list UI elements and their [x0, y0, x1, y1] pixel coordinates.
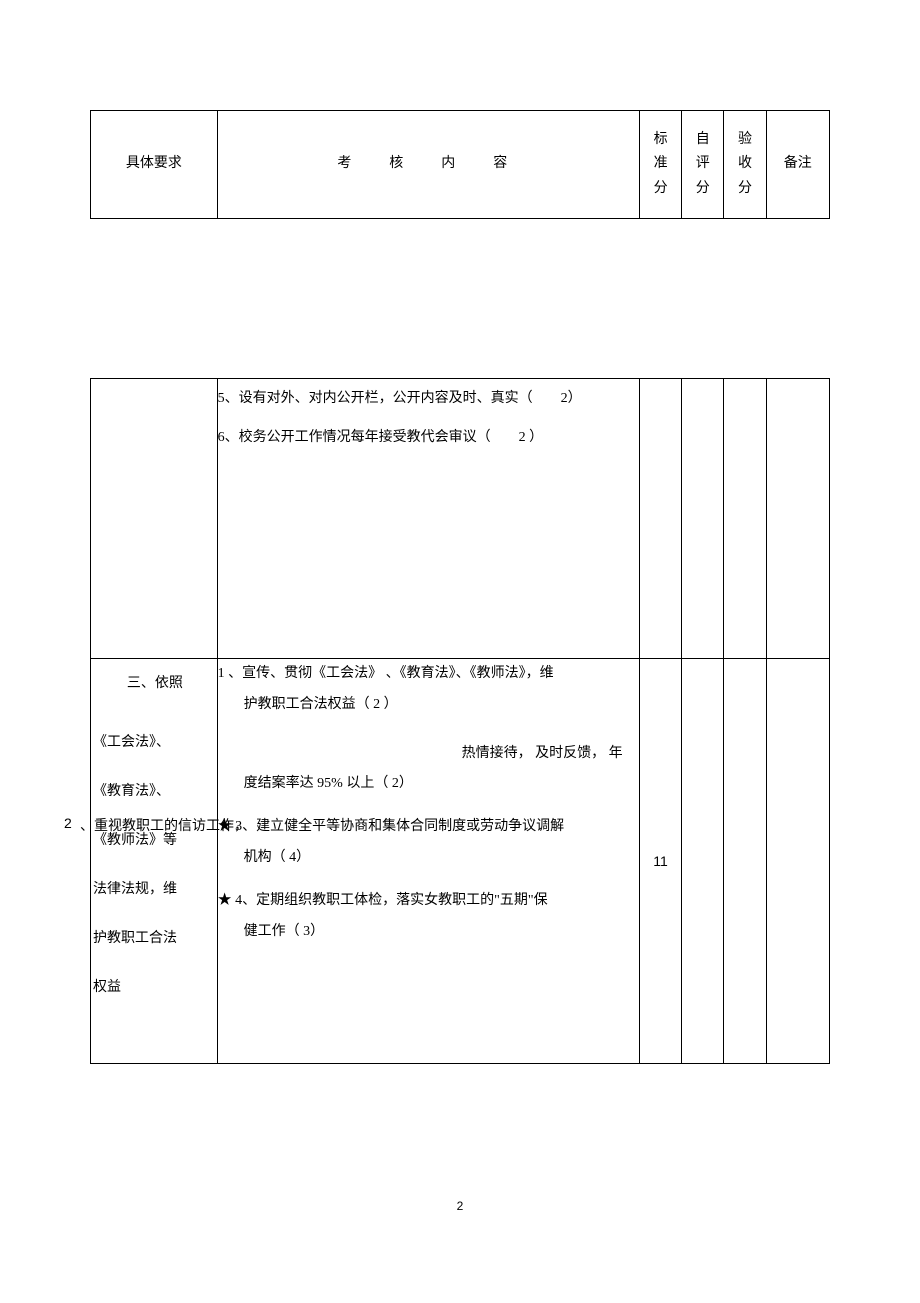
- item-2-line-b: 度结案率达 95% 以上（ 2）: [218, 776, 413, 791]
- req-line1: 《工会法》、: [93, 718, 217, 767]
- row2-accept: [724, 659, 766, 1064]
- header-remark: 备注: [766, 111, 829, 219]
- header-self-char2: 评: [696, 153, 710, 175]
- row1-accept: [724, 379, 766, 659]
- row2-self: [682, 659, 724, 1064]
- item-4-line-b: 健工作（ 3）: [218, 924, 325, 939]
- req-title: 三、依照: [93, 659, 217, 708]
- header-self-char3: 分: [696, 178, 710, 200]
- row1-self: [682, 379, 724, 659]
- header-accept-char1: 验: [738, 129, 752, 151]
- req-line4: 法律法规，维: [93, 865, 217, 914]
- row2-standard: 11: [639, 659, 681, 1064]
- req-line6: 权益: [93, 963, 217, 1012]
- row1-requirement: [91, 379, 218, 659]
- item-1: 1 、宣传、贯彻《工会法》 、《教育法》、《教师法》，维 护教职工合法权益（ 2…: [218, 659, 639, 721]
- header-standard: 标 准 分: [639, 111, 681, 219]
- header-table: 具体要求 考 核 内 容 标 准 分 自 评 分 验 收 分 备注: [90, 110, 830, 219]
- row2-content: 1 、宣传、贯彻《工会法》 、《教育法》、《教师法》，维 护教职工合法权益（ 2…: [217, 659, 639, 1064]
- item-1-line-a: 1 、宣传、贯彻《工会法》 、《教育法》、《教师法》，维: [218, 666, 554, 681]
- row1-standard: [639, 379, 681, 659]
- item-2: 占热情接待， 及时反馈， 年 度结案率达 95% 以上（ 2）: [218, 739, 639, 801]
- header-accept-char3: 分: [738, 178, 752, 200]
- item-3-line-a: ★ 3、建立健全平等协商和集体合同制度或劳动争议调解: [218, 819, 565, 834]
- header-requirement: 具体要求: [91, 111, 218, 219]
- row1-content: 5、设有对外、对内公开栏，公开内容及时、真实（ 2） 6、校务公开工作情况每年接…: [217, 379, 639, 659]
- row2-requirement: 三、依照 《工会法》、 《教育法》、 《教师法》等 法律法规，维 护教职工合法 …: [91, 659, 218, 1064]
- item-3: ★ 3、建立健全平等协商和集体合同制度或劳动争议调解 机构（ 4）: [218, 812, 639, 874]
- item-1-line-b: 护教职工合法权益（ 2 ）: [218, 697, 398, 712]
- table-row-1: 5、设有对外、对内公开栏，公开内容及时、真实（ 2） 6、校务公开工作情况每年接…: [91, 379, 830, 659]
- overlay-text: 、重视教职工的信访工作，: [80, 815, 248, 835]
- header-self: 自 评 分: [682, 111, 724, 219]
- main-table: 5、设有对外、对内公开栏，公开内容及时、真实（ 2） 6、校务公开工作情况每年接…: [90, 378, 830, 1064]
- header-content-label: 考 核 内 容: [337, 156, 519, 171]
- table-row-2: 三、依照 《工会法》、 《教育法》、 《教师法》等 法律法规，维 护教职工合法 …: [91, 659, 830, 1064]
- page-number: 2: [0, 1199, 920, 1213]
- item-6: 6、校务公开工作情况每年接受教代会审议（ 2 ）: [218, 418, 639, 457]
- header-standard-char2: 准: [654, 153, 668, 175]
- req-line2: 《教育法》、: [93, 767, 217, 816]
- item-2-line-a: 热情接待， 及时反馈， 年: [462, 746, 623, 761]
- overlay-number: 2: [64, 815, 72, 831]
- header-accept: 验 收 分: [724, 111, 766, 219]
- row2-remark: [766, 659, 829, 1064]
- item-5: 5、设有对外、对内公开栏，公开内容及时、真实（ 2）: [218, 379, 639, 418]
- header-row: 具体要求 考 核 内 容 标 准 分 自 评 分 验 收 分 备注: [91, 111, 830, 219]
- item-4-line-a: ★ 4、定期组织教职工体检，落实女教职工的"五期"保: [218, 893, 548, 908]
- row2-standard-value: 11: [653, 853, 668, 869]
- header-content: 考 核 内 容: [217, 111, 639, 219]
- item-4: ★ 4、定期组织教职工体检，落实女教职工的"五期"保 健工作（ 3）: [218, 886, 639, 948]
- header-self-char1: 自: [696, 129, 710, 151]
- row1-remark: [766, 379, 829, 659]
- req-line5: 护教职工合法: [93, 914, 217, 963]
- header-standard-char1: 标: [654, 129, 668, 151]
- item-3-line-b: 机构（ 4）: [218, 850, 311, 865]
- header-accept-char2: 收: [738, 153, 752, 175]
- header-standard-char3: 分: [654, 178, 668, 200]
